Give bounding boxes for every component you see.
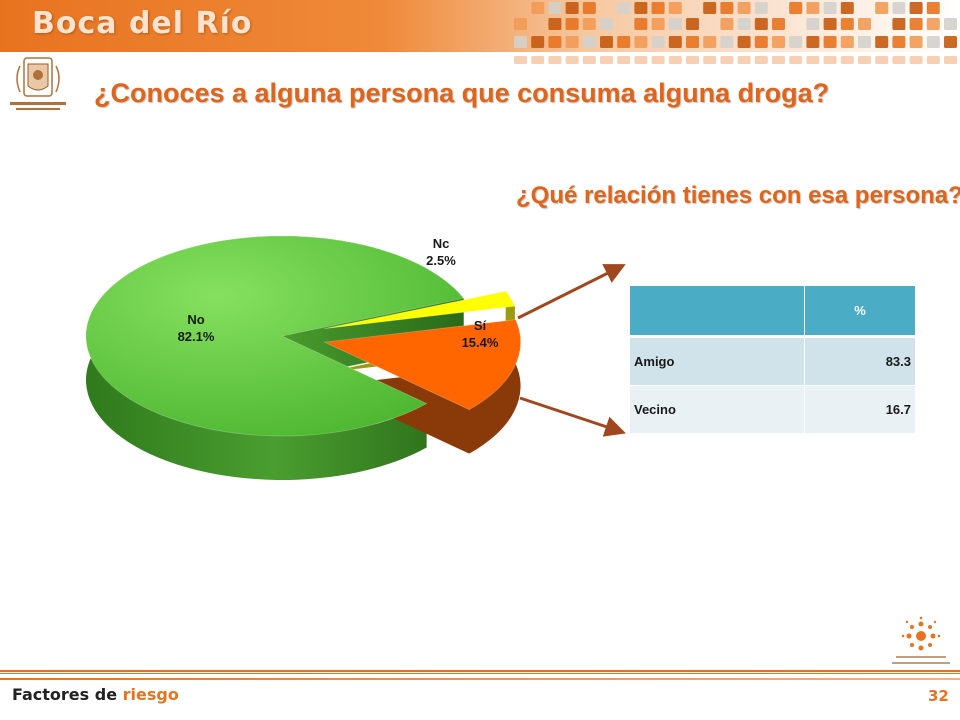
table-cell-value: 16.7 bbox=[804, 385, 915, 433]
question-title: ¿Conoces a alguna persona que consuma al… bbox=[94, 78, 830, 108]
pie-labels: No 82.1% Nc 2.5% Sí 15.4% bbox=[178, 236, 499, 350]
footer-section-label: Factores de riesgo bbox=[12, 685, 179, 704]
table-row: Amigo 83.3 bbox=[630, 336, 915, 386]
table-row: Vecino 16.7 bbox=[630, 385, 915, 433]
footer-divider bbox=[0, 670, 960, 676]
arrow-upper bbox=[517, 264, 626, 320]
pie-slice-si bbox=[323, 319, 521, 411]
pie-value-no: 82.1% bbox=[178, 329, 215, 344]
page-number: 32 bbox=[928, 687, 949, 705]
decorative-mosaic bbox=[514, 2, 957, 64]
footer-divider-accent bbox=[0, 678, 960, 680]
pie-label-si: Sí bbox=[474, 318, 487, 333]
footer-label-part1: Factores de bbox=[12, 685, 123, 704]
university-crest-icon bbox=[10, 57, 66, 110]
pie-label-nc: Nc bbox=[433, 236, 450, 251]
table-cell-label: Amigo bbox=[630, 336, 805, 386]
footer-label-part2: riesgo bbox=[122, 685, 179, 704]
followup-title: ¿Qué relación tienes con esa persona? bbox=[516, 182, 960, 209]
table-cell-label: Vecino bbox=[630, 385, 805, 433]
header-title: Boca del Río bbox=[32, 6, 253, 41]
relation-table: % Amigo 83.3 Vecino 16.7 bbox=[630, 286, 915, 433]
pie-label-no: No bbox=[187, 312, 204, 327]
pie-value-si: 15.4% bbox=[462, 335, 499, 350]
table-header-percent: % bbox=[804, 286, 915, 338]
arrow-lower bbox=[519, 396, 626, 437]
pie-slices bbox=[85, 235, 521, 437]
pie-slice-nc bbox=[323, 290, 516, 330]
table-cell-value: 83.3 bbox=[804, 336, 915, 386]
pie-value-nc: 2.5% bbox=[426, 253, 456, 268]
table-header-row: % bbox=[630, 286, 915, 338]
sun-dots-logo-icon bbox=[892, 616, 950, 664]
table-header-label bbox=[630, 286, 805, 338]
pie-slice-no bbox=[85, 235, 465, 437]
